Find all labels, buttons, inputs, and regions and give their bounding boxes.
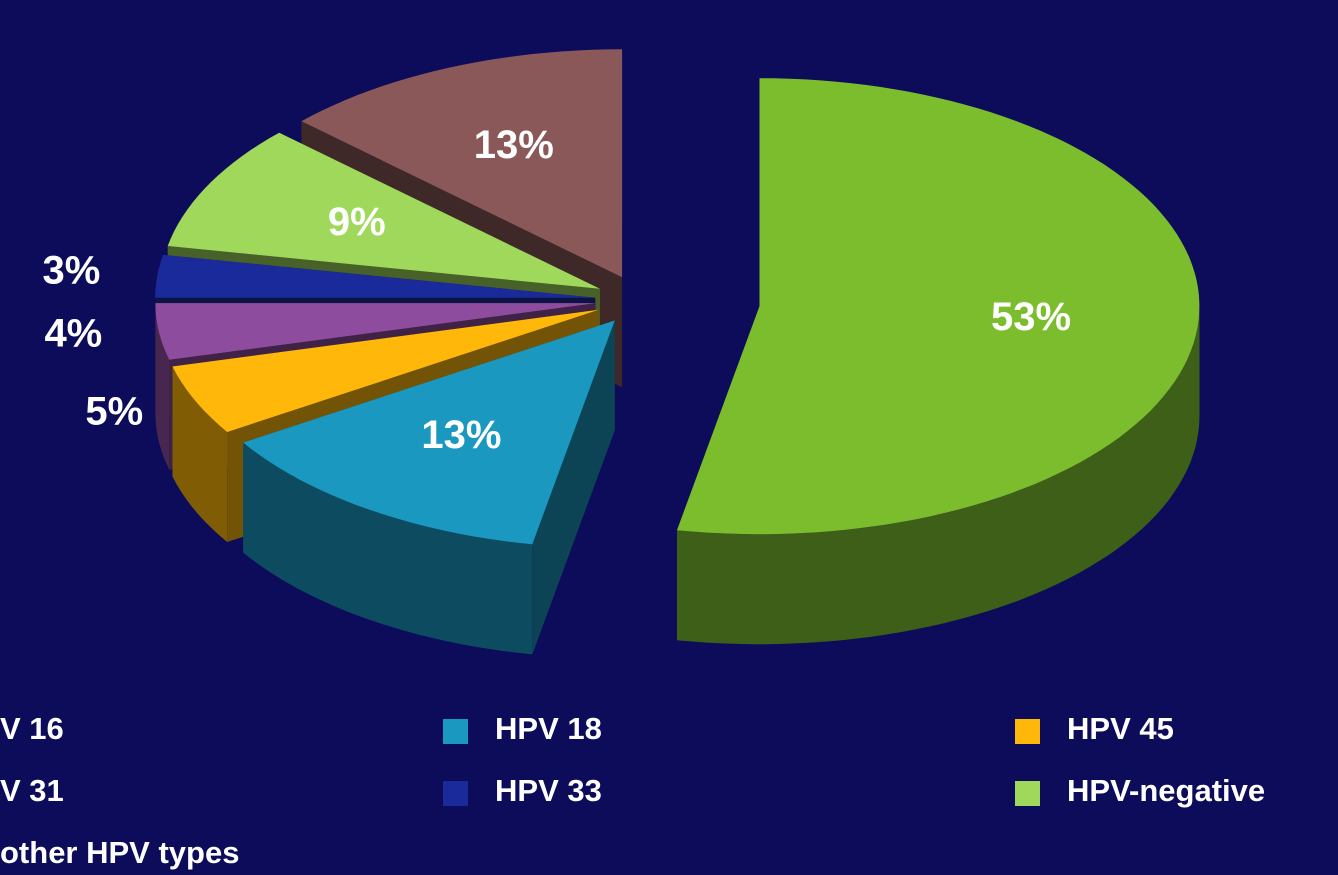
legend-swatch	[1015, 719, 1040, 744]
data-label: 3%	[43, 249, 101, 293]
legend-label: HPV-negative	[1067, 773, 1265, 808]
legend-label: HPV 33	[495, 773, 602, 808]
legend-swatch	[443, 781, 468, 806]
legend-label: V 16	[0, 711, 64, 746]
slice-top	[677, 78, 1200, 535]
slice-top	[243, 320, 615, 545]
slice-top	[155, 303, 596, 360]
data-label: 4%	[44, 312, 102, 356]
slice-top	[301, 49, 623, 278]
legend-label: HPV 18	[495, 711, 602, 746]
data-label: 13%	[474, 123, 554, 167]
legend-label: V 31	[0, 773, 64, 808]
slice	[677, 78, 1200, 645]
slice-outer-wall	[172, 366, 228, 542]
legend-label: other HPV types	[0, 835, 239, 870]
slice-outer-wall	[243, 442, 533, 655]
legend-swatch	[443, 719, 468, 744]
slice-top	[155, 254, 596, 298]
data-label: 13%	[421, 413, 501, 457]
slice-outer-wall	[677, 306, 1200, 645]
slice	[243, 320, 615, 655]
data-label: 53%	[991, 295, 1071, 339]
data-label: 5%	[85, 390, 143, 434]
slice-outer-wall	[155, 303, 170, 470]
data-label: 9%	[328, 200, 386, 244]
slice-top	[172, 309, 599, 432]
legend-swatch	[1015, 781, 1040, 806]
slice-top	[167, 132, 600, 289]
legend-label: HPV 45	[1067, 711, 1174, 746]
